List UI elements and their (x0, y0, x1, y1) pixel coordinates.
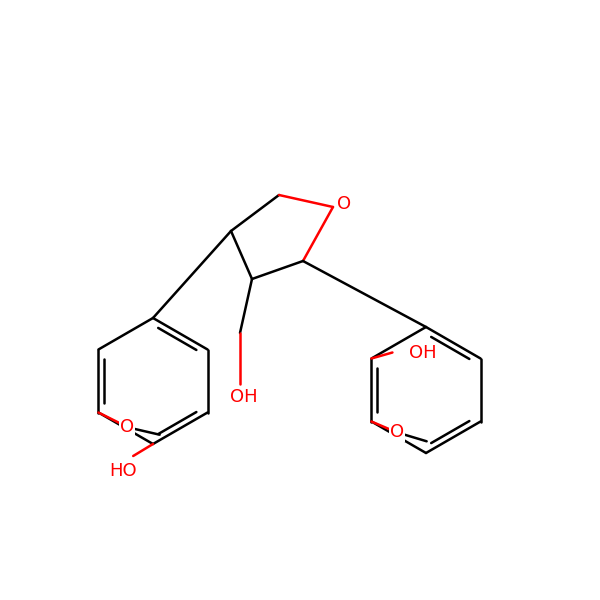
Text: OH: OH (230, 388, 258, 406)
Text: O: O (337, 195, 351, 213)
Text: OH: OH (409, 343, 436, 361)
Text: O: O (120, 419, 134, 437)
Text: O: O (389, 424, 404, 442)
Text: HO: HO (109, 462, 137, 480)
